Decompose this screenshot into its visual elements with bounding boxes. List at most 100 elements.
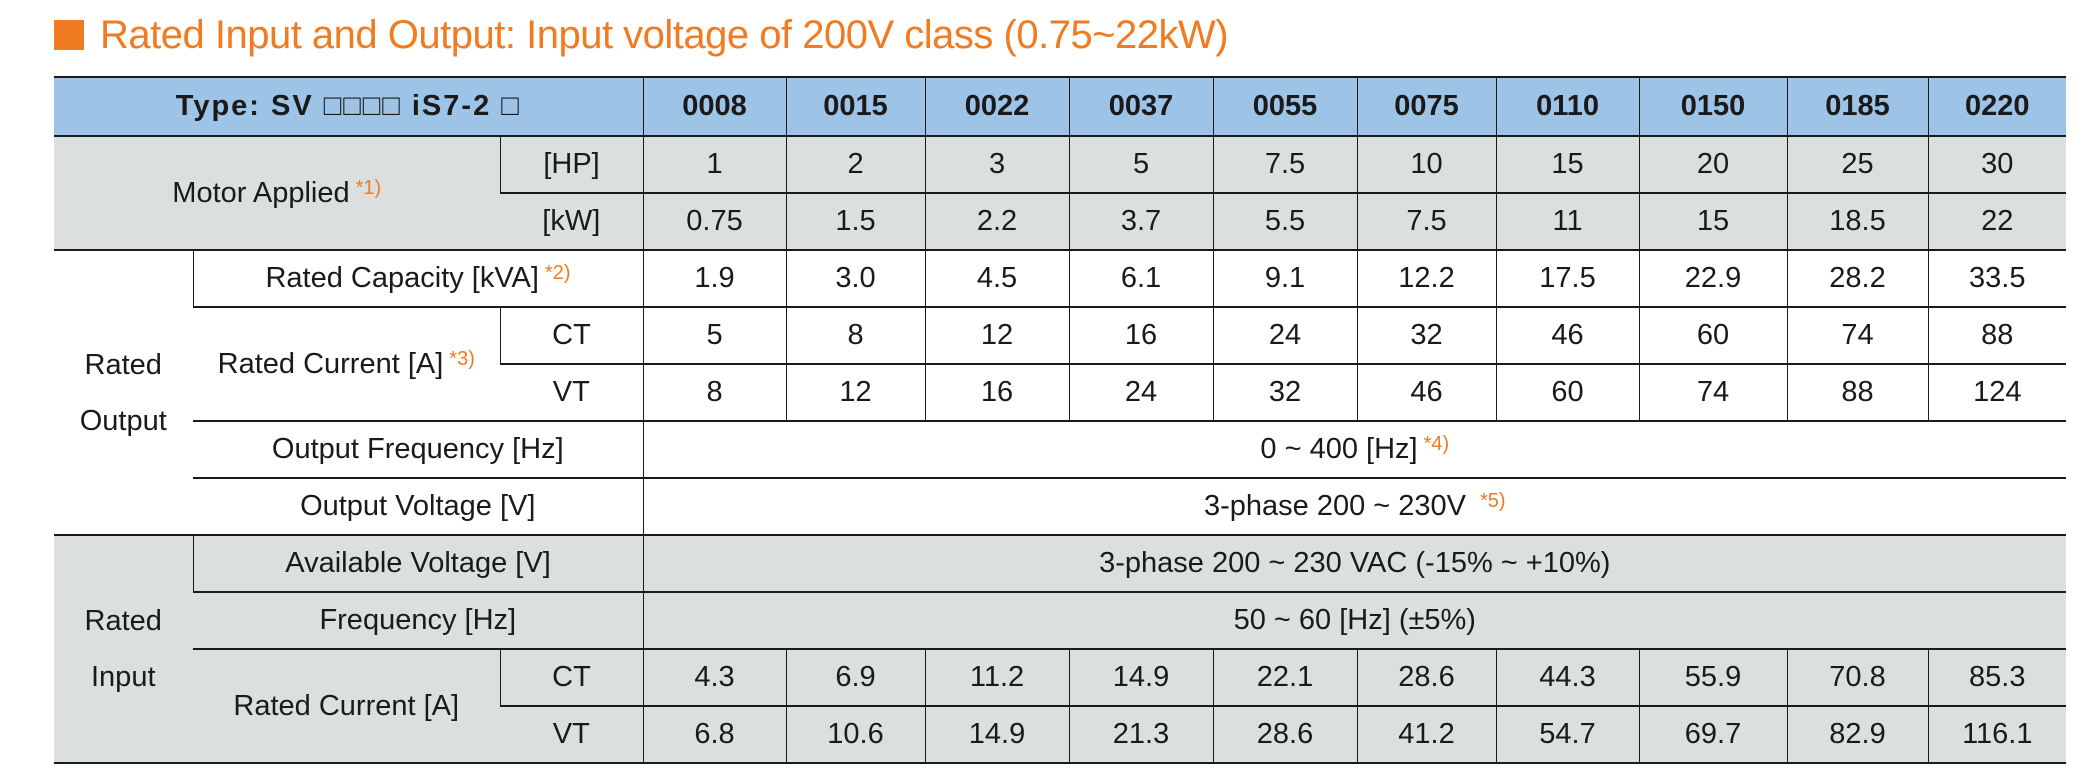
- model-header: 0008: [642, 76, 787, 137]
- table-cell: 74: [1786, 307, 1929, 365]
- table-cell: 44.3: [1495, 649, 1640, 707]
- table-cell: 4.5: [924, 250, 1070, 308]
- table-cell: 1.9: [642, 250, 787, 308]
- table-cell: 15: [1638, 193, 1788, 251]
- table-cell: 60: [1638, 307, 1788, 365]
- rated-input-label-line1: Rated: [84, 605, 162, 637]
- table-cell: 5: [1068, 136, 1214, 194]
- table-cell: 7.5: [1356, 193, 1497, 251]
- header-row: Type: SV □□□□ iS7-2 □ 0008 0015 0022 003…: [54, 76, 2067, 137]
- motor-hp-row: Motor Applied *1) [HP] 1 2 3 5 7.5 10 15 …: [54, 136, 2067, 251]
- table-cell: 12.2: [1356, 250, 1497, 308]
- rated-input-section-label: Rated Input: [54, 535, 193, 764]
- input-current-vt-row: VT 6.8 10.6 14.9 21.3 28.6 41.2 54.7 69.…: [54, 706, 2067, 764]
- output-voltage-row: Output Voltage [V] 3-phase 200 ~ 230V *5): [54, 478, 2067, 536]
- output-current-label: Rated Current [A] *3): [193, 307, 500, 422]
- type-label: Type: SV □□□□ iS7-2 □: [175, 90, 521, 122]
- table-cell: 3: [924, 136, 1070, 194]
- table-cell: 28.6: [1356, 649, 1497, 707]
- table-cell: 24: [1068, 364, 1214, 422]
- vt-label: VT: [500, 706, 644, 764]
- table-cell: 82.9: [1786, 706, 1929, 764]
- table-cell: 70.8: [1786, 649, 1929, 707]
- table-cell: 7.5: [1212, 136, 1358, 194]
- output-frequency-text: 0 ~ 400 [Hz]: [1260, 433, 1418, 465]
- table-cell: 69.7: [1638, 706, 1788, 764]
- page-title-text: Rated Input and Output: Input voltage of…: [100, 12, 1229, 57]
- rated-capacity-row: Rated Output Rated Capacity [kVA] *2) 1.9…: [54, 250, 2067, 536]
- motor-applied-label: Motor Applied *1): [54, 136, 500, 251]
- kw-unit: [kW]: [500, 193, 644, 251]
- table-cell: 32: [1212, 364, 1358, 422]
- table-cell: 60: [1495, 364, 1640, 422]
- input-frequency-label: Frequency [Hz]: [193, 592, 644, 650]
- input-frequency-value: 50 ~ 60 [Hz] (±5%): [642, 592, 2067, 650]
- output-current-text: Rated Current [A]: [217, 347, 444, 380]
- motor-applied-text: Motor Applied: [172, 176, 350, 209]
- table-cell: 12: [785, 364, 926, 422]
- table-cell: 2: [785, 136, 926, 194]
- table-cell: 22: [1927, 193, 2067, 251]
- table-cell: 54.7: [1495, 706, 1640, 764]
- table-cell: 85.3: [1927, 649, 2067, 707]
- table-cell: 0.75: [642, 193, 787, 251]
- table-cell: 25: [1786, 136, 1929, 194]
- input-current-ct-row: Rated Current [A] CT 4.3 6.9 11.2 14.9 2…: [54, 649, 2067, 764]
- table-cell: 3.0: [785, 250, 926, 308]
- table-cell: 11.2: [924, 649, 1070, 707]
- available-voltage-value: 3-phase 200 ~ 230 VAC (-15% ~ +10%): [642, 535, 2067, 593]
- ct-label: CT: [499, 307, 644, 365]
- table-cell: 10: [1356, 136, 1497, 194]
- table-cell: 22.1: [1212, 649, 1358, 707]
- table-cell: 18.5: [1786, 193, 1929, 251]
- footnote-4: *4): [1423, 433, 1450, 455]
- rated-output-section-label: Rated Output: [54, 250, 193, 536]
- table-cell: 5.5: [1212, 193, 1358, 251]
- rated-spec-table: Type: SV □□□□ iS7-2 □ 0008 0015 0022 003…: [54, 76, 2067, 764]
- table-cell: 21.3: [1068, 706, 1214, 764]
- title-bullet-square: [54, 20, 84, 50]
- model-header: 0075: [1356, 76, 1497, 137]
- table-cell: 1.5: [785, 193, 926, 251]
- table-cell: 3.7: [1068, 193, 1214, 251]
- model-header: 0220: [1927, 76, 2067, 137]
- motor-kw-row: [kW] 0.75 1.5 2.2 3.7 5.5 7.5 11 15 18.5…: [54, 193, 2067, 251]
- table-cell: 32: [1356, 307, 1497, 365]
- model-header: 0055: [1212, 76, 1358, 137]
- table-cell: 116.1: [1927, 706, 2067, 764]
- table-cell: 8: [785, 307, 926, 365]
- table-cell: 28.2: [1786, 250, 1929, 308]
- table-cell: 8: [642, 364, 787, 422]
- table-cell: 74: [1638, 364, 1788, 422]
- table-cell: 6.1: [1068, 250, 1214, 308]
- table-cell: 20: [1638, 136, 1788, 194]
- input-frequency-row: Frequency [Hz] 50 ~ 60 [Hz] (±5%): [54, 592, 2067, 650]
- table-cell: 24: [1212, 307, 1358, 365]
- table-cell: 6.9: [785, 649, 926, 707]
- table-cell: 9.1: [1212, 250, 1358, 308]
- output-voltage-label: Output Voltage [V]: [193, 478, 644, 536]
- table-cell: 55.9: [1638, 649, 1788, 707]
- table-cell: 41.2: [1356, 706, 1497, 764]
- table-cell: 88: [1927, 307, 2067, 365]
- model-header: 0110: [1495, 76, 1640, 137]
- vt-label: VT: [500, 364, 644, 422]
- available-voltage-row: Rated Input Available Voltage [V] 3-phas…: [54, 535, 2067, 764]
- footnote-1: *1): [355, 176, 382, 199]
- table-cell: 14.9: [1068, 649, 1214, 707]
- table-cell: 14.9: [924, 706, 1070, 764]
- table-cell: 17.5: [1495, 250, 1640, 308]
- footnote-5: *5): [1480, 490, 1506, 512]
- table-cell: 16: [1068, 307, 1214, 365]
- output-frequency-label: Output Frequency [Hz]: [193, 421, 644, 479]
- model-header: 0150: [1638, 76, 1788, 137]
- table-cell: 1: [642, 136, 787, 194]
- output-frequency-row: Output Frequency [Hz] 0 ~ 400 [Hz] *4): [54, 421, 2067, 479]
- table-cell: 4.3: [642, 649, 787, 707]
- table-cell: 30: [1927, 136, 2067, 194]
- footnote-3: *3): [449, 347, 475, 370]
- model-header: 0185: [1786, 76, 1929, 137]
- type-header-cell: Type: SV □□□□ iS7-2 □: [54, 76, 644, 137]
- page-title: Rated Input and Output: Input voltage of…: [54, 10, 1229, 60]
- rated-capacity-text: Rated Capacity [kVA]: [265, 262, 539, 294]
